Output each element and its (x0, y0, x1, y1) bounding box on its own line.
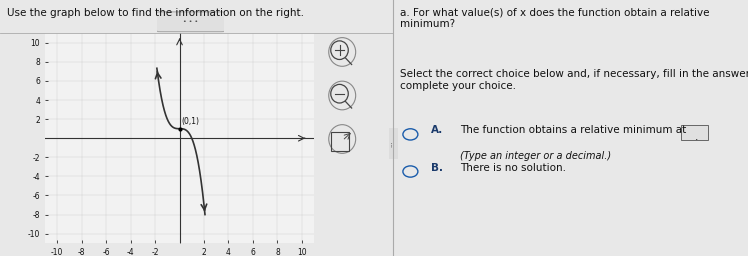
FancyBboxPatch shape (681, 125, 708, 140)
Text: A.: A. (431, 125, 443, 135)
Text: .: . (695, 132, 698, 142)
Text: (Type an integer or a decimal.): (Type an integer or a decimal.) (460, 151, 611, 161)
Text: a. For what value(s) of x does the function obtain a relative minimum?: a. For what value(s) of x does the funct… (400, 8, 710, 29)
Text: Use the graph below to find the information on the right.: Use the graph below to find the informat… (7, 8, 304, 18)
Text: (0,1): (0,1) (181, 117, 200, 126)
FancyBboxPatch shape (388, 126, 399, 160)
Text: B.: B. (431, 163, 443, 173)
Text: •••: ••• (391, 140, 396, 146)
Text: • • •: • • • (183, 19, 198, 24)
Text: Select the correct choice below and, if necessary, fill in the answer box to
com: Select the correct choice below and, if … (400, 69, 748, 91)
Text: The function obtains a relative minimum at: The function obtains a relative minimum … (460, 125, 686, 135)
Text: There is no solution.: There is no solution. (460, 163, 565, 173)
FancyBboxPatch shape (155, 12, 227, 32)
